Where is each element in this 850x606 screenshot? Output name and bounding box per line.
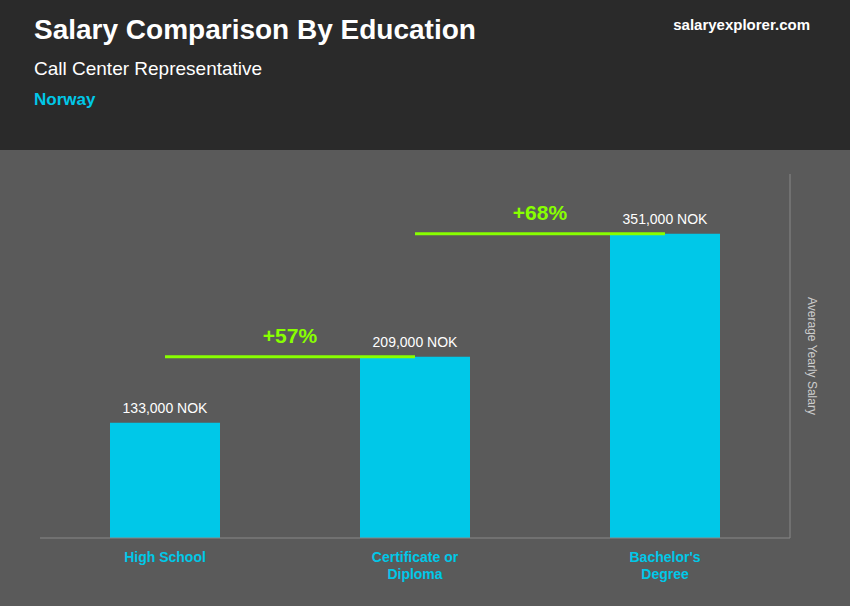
svg-text:High School: High School [124,549,206,565]
svg-text:Bachelor'sDegree: Bachelor'sDegree [629,549,700,582]
html-text:Norway: Norway [34,90,96,109]
html-text:Call Center Representative: Call Center Representative [34,58,263,79]
svg-text:+57%: +57% [263,324,318,347]
svg-text:133,000 NOK: 133,000 NOK [123,400,208,416]
svg-text:351,000 NOK: 351,000 NOK [623,211,708,227]
svg-text:Certificate orDiploma: Certificate orDiploma [372,549,459,582]
html-text:Salary Comparison By Education: Salary Comparison By Education [34,14,476,45]
svg-text:+68%: +68% [513,201,568,224]
html-text:salaryexplorer.com: salaryexplorer.com [673,16,810,33]
svg-text:209,000 NOK: 209,000 NOK [373,334,458,350]
svg-text:Average Yearly Salary: Average Yearly Salary [805,297,819,415]
